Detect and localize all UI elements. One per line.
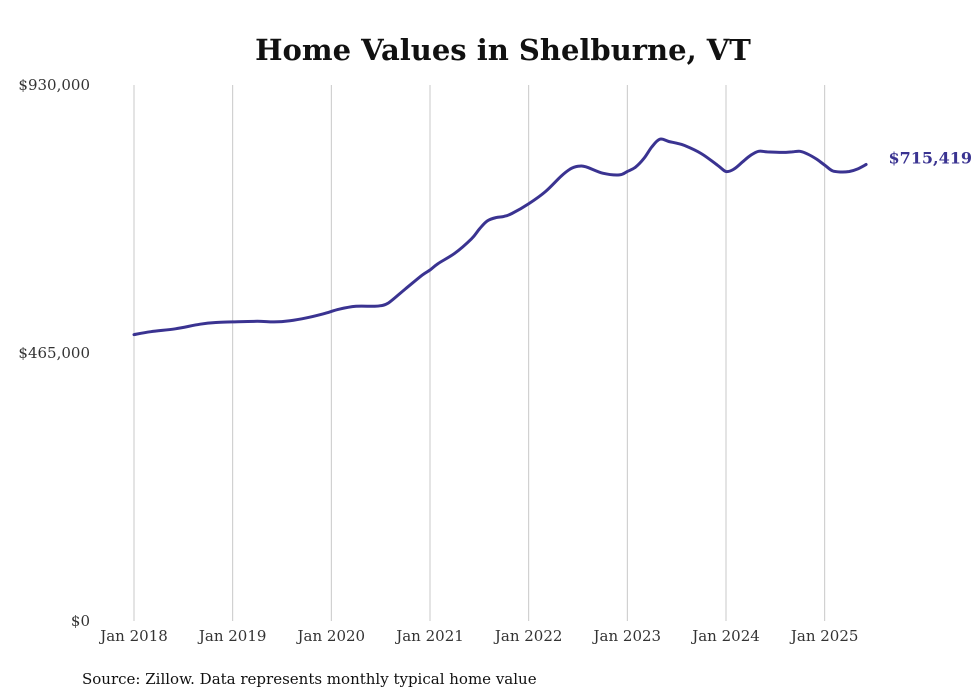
y-tick-label: $465,000 <box>18 344 90 362</box>
latest-value-label: $715,419 <box>889 149 973 168</box>
y-tick-label: $0 <box>71 612 90 630</box>
x-axis-ticks: Jan 2018 Jan 2019 Jan 2020 Jan 2021 Jan 2022… <box>98 627 858 645</box>
x-tick-label: Jan 2021 <box>394 627 464 645</box>
chart-title: Home Values in Shelburne, VT <box>255 33 751 67</box>
gridlines <box>133 85 826 621</box>
x-tick-label: Jan 2020 <box>296 627 366 645</box>
x-tick-label: Jan 2025 <box>789 627 859 645</box>
x-tick-label: Jan 2024 <box>690 627 760 645</box>
x-tick-label: Jan 2022 <box>493 627 563 645</box>
y-axis-ticks: $0 $465,000 $930,000 <box>18 76 90 630</box>
x-tick-label: Jan 2023 <box>592 627 662 645</box>
x-tick-label: Jan 2018 <box>98 627 168 645</box>
y-tick-label: $930,000 <box>18 76 90 94</box>
source-note: Source: Zillow. Data represents monthly … <box>82 670 537 688</box>
x-tick-label: Jan 2019 <box>197 627 267 645</box>
home-value-series-line <box>132 137 868 337</box>
